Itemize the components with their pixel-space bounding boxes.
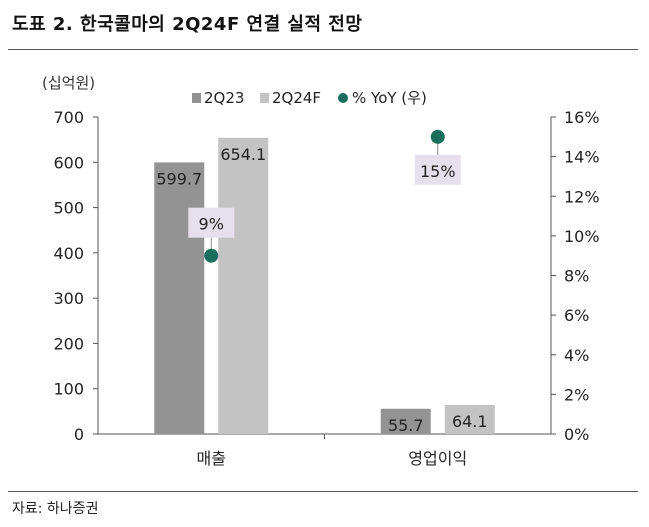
legend-swatch bbox=[192, 93, 201, 103]
bar-value-label: 654.1 bbox=[220, 145, 266, 164]
y-tick-label: 400 bbox=[53, 244, 84, 263]
legend: 2Q23 2Q24F % YoY (우) bbox=[192, 89, 427, 107]
legend-label: 2Q24F bbox=[272, 89, 321, 107]
yoy-value-label: 15% bbox=[420, 162, 456, 181]
bar-value-label: 599.7 bbox=[156, 169, 202, 188]
y2-tick-label: 4% bbox=[564, 346, 589, 365]
y2-tick-label: 10% bbox=[564, 227, 600, 246]
y-tick-label: 700 bbox=[53, 108, 84, 127]
bar-2Q24F bbox=[218, 137, 269, 435]
legend-label: % YoY (우) bbox=[352, 89, 427, 107]
y-axis-unit-label: (십억원) bbox=[42, 74, 95, 92]
yoy-overlay: 9% 15% bbox=[188, 129, 461, 263]
bars: 599.7 55.7 654.1 64.1 bbox=[154, 137, 495, 435]
yoy-label-box bbox=[414, 154, 461, 185]
y2-tick-label: 16% bbox=[564, 108, 600, 127]
legend-swatch bbox=[260, 93, 269, 103]
y-tick-label: 600 bbox=[53, 153, 84, 172]
y2-tick-label: 12% bbox=[564, 187, 600, 206]
figure-title: 도표 2. 한국콜마의 2Q24F 연결 실적 전망 bbox=[12, 14, 363, 35]
title-divider bbox=[8, 49, 638, 50]
y2-tick-label: 14% bbox=[564, 148, 600, 167]
y2-tick-label: 8% bbox=[564, 267, 589, 286]
bar-value-label: 55.7 bbox=[388, 416, 424, 435]
source-note: 자료: 하나증권 bbox=[12, 501, 99, 517]
yoy-marker bbox=[204, 248, 219, 263]
x-category-label: 매출 bbox=[197, 449, 226, 468]
bar-value-label: 64.1 bbox=[452, 412, 488, 431]
yoy-marker bbox=[430, 129, 445, 144]
y-tick-label: 0 bbox=[74, 425, 84, 444]
y2-tick-label: 0% bbox=[564, 425, 589, 444]
footer-divider bbox=[8, 491, 638, 492]
y-tick-label: 100 bbox=[53, 380, 84, 399]
y-tick-label: 500 bbox=[53, 199, 84, 218]
y2-tick-label: 6% bbox=[564, 306, 589, 325]
legend-marker bbox=[338, 93, 348, 103]
axes: 0 100 200 300 400 500 600 700 0% 2% 4% 6% 8% 10% 12% 14… bbox=[53, 108, 599, 468]
bar-2Q24F bbox=[444, 404, 495, 434]
y-tick-label: 200 bbox=[53, 334, 84, 353]
yoy-label-box bbox=[188, 207, 235, 238]
y-tick-label: 300 bbox=[53, 289, 84, 308]
legend-label: 2Q23 bbox=[204, 89, 244, 107]
bar-2Q23 bbox=[154, 162, 205, 434]
bar-chart: (십억원) 2Q23 2Q24F % YoY (우) 0 100 200 300 400 50… bbox=[42, 74, 600, 468]
y2-tick-label: 2% bbox=[564, 385, 589, 404]
bar-2Q23 bbox=[380, 408, 431, 434]
yoy-value-label: 9% bbox=[199, 215, 224, 234]
x-category-label: 영업이익 bbox=[408, 449, 467, 468]
